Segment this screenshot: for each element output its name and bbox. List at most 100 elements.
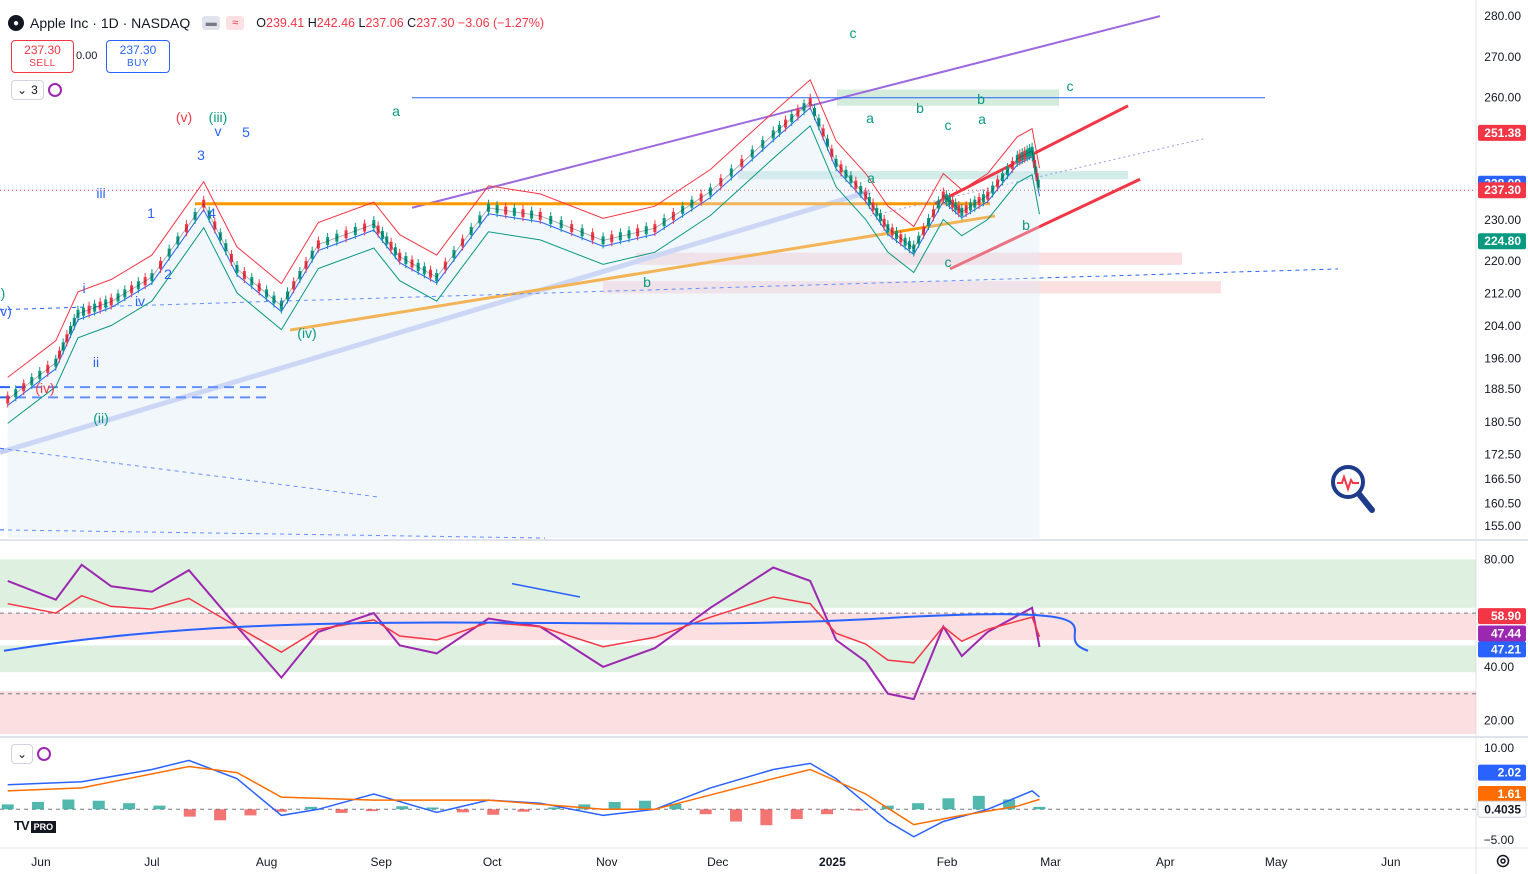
candle [242,271,246,280]
candle [72,317,76,326]
wave-label: iv [135,293,145,309]
candle [644,226,648,235]
symbol-title[interactable]: Apple Inc · 1D · NASDAQ [30,15,191,31]
price-label-box [1478,233,1526,250]
candle [808,97,812,106]
time-axis-tick: Aug [256,855,277,869]
candle [991,185,995,194]
candle [443,261,447,270]
candle [429,269,433,278]
wave-label: iii [96,185,105,201]
candle [224,243,228,252]
price-axis-tick: 155.00 [1484,519,1521,533]
bollinger-fill [7,101,1040,539]
candle [839,164,843,173]
macd-histogram-bar [396,806,409,810]
sync-icon[interactable] [47,83,62,97]
candle [570,224,574,233]
candle [580,228,584,237]
macd-axis-tick: −5.00 [1484,833,1515,847]
candle [310,250,314,259]
sell-button[interactable]: 237.30 SELL [11,40,74,73]
candle [184,224,188,233]
candle [917,235,921,244]
macd-toggle[interactable]: ⌄ [11,744,52,764]
candle [941,191,945,200]
candle [159,260,163,269]
buy-label: BUY [126,57,150,69]
macd-histogram-bar [183,809,196,817]
candle [771,130,775,139]
wave-label: a [392,103,400,119]
indicators-collapse-button[interactable]: ⌄ 3 [11,80,44,100]
candle [931,209,935,218]
price-axis-tick: 270.00 [1484,50,1521,64]
wave-label: c [850,25,857,41]
candle [344,230,348,239]
rsi-band [0,559,1476,608]
candle [796,108,800,117]
dashed-support [0,268,1339,311]
candle [761,139,765,148]
rsi-line [7,563,1041,701]
candle [875,207,879,216]
candle [54,358,58,367]
macd-histogram-bar [487,809,500,815]
red-channel-upper [934,104,1129,206]
price-label-box [1478,182,1526,199]
candle [416,262,420,271]
candle [964,205,968,214]
settings-icon[interactable] [1495,853,1511,869]
indicators-toggle[interactable]: ⌄ 3 [11,80,62,100]
candle [681,205,685,214]
candle [591,232,595,241]
tradingview-logo[interactable]: TV PRO [14,818,57,833]
time-axis-tick: 2025 [819,855,846,869]
rsi-band [0,691,1476,734]
macd-histogram-bar [942,798,955,810]
macd-histogram-bar [638,800,651,810]
search-chart-icon[interactable] [1330,464,1376,514]
candle [1031,153,1035,162]
candle [250,277,254,286]
candle [549,216,553,224]
candle [825,138,829,147]
rsi-label-box [1478,625,1526,642]
candle [944,194,948,203]
eye-icon[interactable]: ▬ [202,16,221,30]
macd-histogram-bar [912,803,925,810]
candle [936,200,940,209]
candle [960,207,964,216]
candle [986,191,990,200]
symbol-header[interactable]: ● Apple Inc · 1D · NASDAQ ▬ ≈ O239.41 H2… [8,10,544,36]
candle [1034,166,1038,175]
candle [708,187,712,196]
candle [202,199,206,208]
brand-mark: TV [14,818,30,833]
buy-button[interactable]: 237.30 BUY [106,40,170,73]
candle [193,211,197,220]
ticker-wave-icon[interactable]: ≈ [226,16,245,30]
candle [123,289,127,298]
price-axis-tick: 180.50 [1484,415,1521,429]
macd-collapse-button[interactable]: ⌄ [11,744,34,764]
candle [821,128,825,137]
wave-label: 4 [208,205,216,221]
candle [478,215,482,224]
candle [1023,150,1027,159]
wave-label: b [916,100,924,116]
candle [977,196,981,205]
price-axis-tick: 280.00 [1484,9,1521,23]
candle [601,236,605,245]
sell-price: 237.30 [24,42,61,57]
macd-histogram-bar [274,809,287,812]
candle [65,334,69,343]
time-axis-tick: Dec [707,855,728,869]
zone-teal [738,171,1128,180]
wave-label: (v) [176,109,192,125]
macd-histogram-bar [1,804,14,810]
macd-sync-icon[interactable] [37,747,52,761]
candle [435,273,439,282]
macd-histogram-bar [426,807,439,810]
